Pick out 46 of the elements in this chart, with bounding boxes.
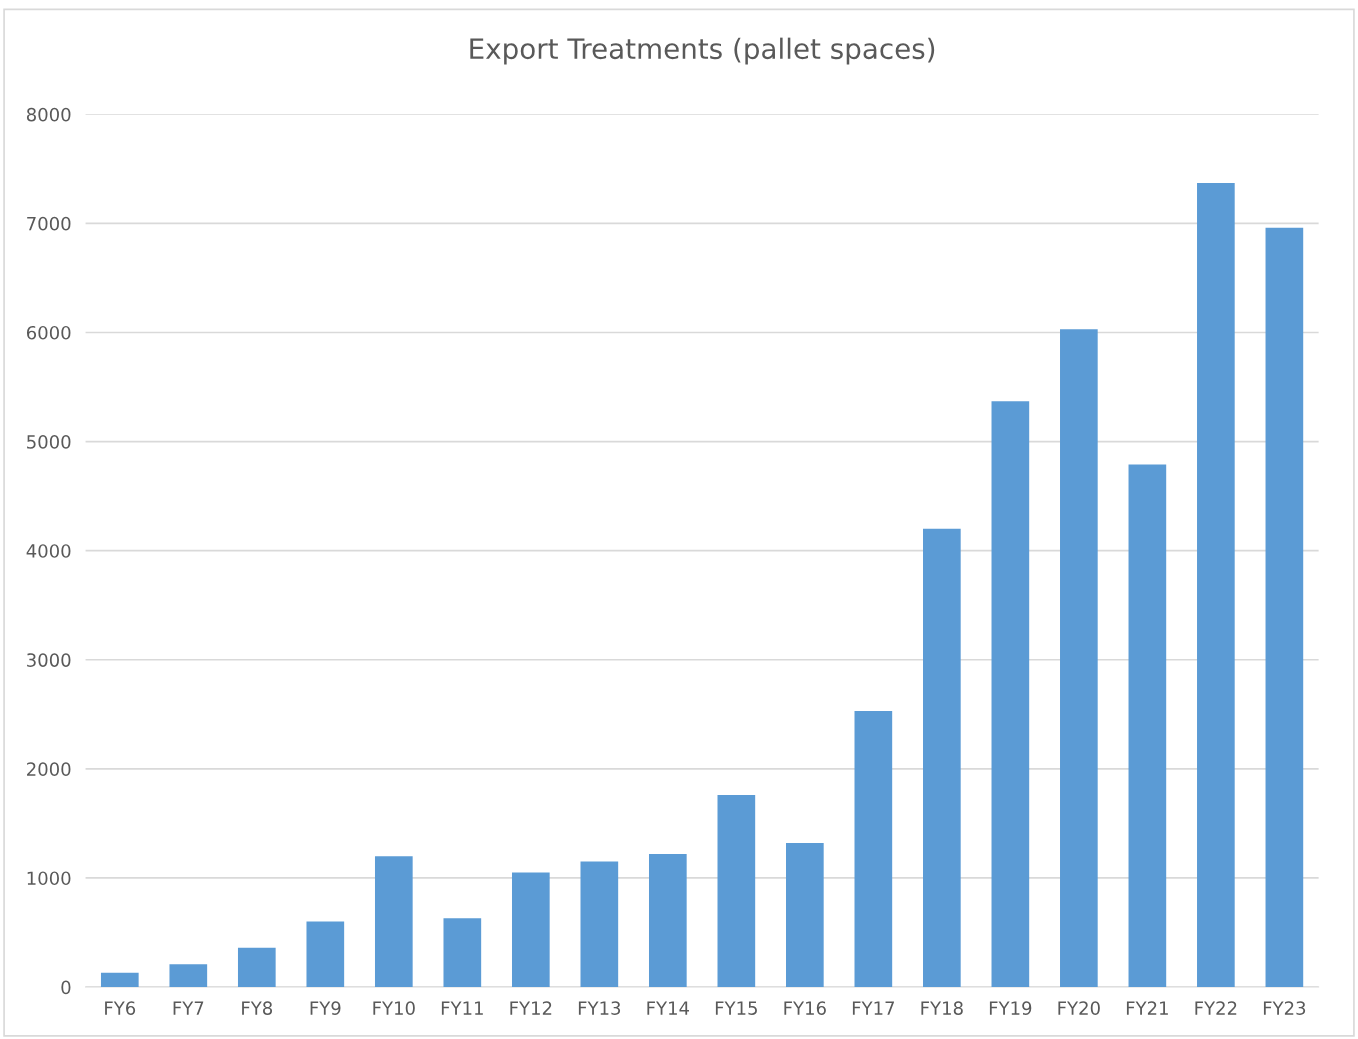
bar — [306, 921, 345, 988]
bar — [100, 972, 139, 988]
x-tick-label: FY11 — [441, 1001, 483, 1015]
x-tick-label: FY22 — [1195, 1001, 1237, 1015]
x-tick-label: FY21 — [1126, 1001, 1168, 1015]
bar — [923, 528, 961, 988]
x-tick-label: FY17 — [852, 1001, 894, 1015]
bar — [649, 853, 687, 988]
y-tick-label: 7000 — [27, 216, 71, 231]
bar — [443, 918, 482, 988]
bar — [1197, 183, 1235, 988]
bar — [237, 947, 276, 988]
x-tick-label: FY16 — [784, 1001, 826, 1015]
x-tick-label: FY9 — [310, 1001, 341, 1015]
y-tick-label: 0 — [61, 980, 71, 995]
y-tick-label: 8000 — [26, 107, 71, 122]
y-tick-label: 1000 — [27, 871, 71, 886]
bar — [991, 401, 1030, 988]
x-tick-label: FY19 — [989, 1001, 1032, 1015]
x-tick-label: FY18 — [921, 1001, 963, 1015]
y-tick-label: 5000 — [27, 435, 71, 449]
bar — [511, 872, 550, 988]
x-tick-label: FY12 — [510, 1001, 552, 1015]
bar — [374, 856, 413, 988]
bar — [1128, 464, 1167, 988]
bar — [1265, 227, 1304, 988]
bar — [1060, 329, 1098, 988]
x-tick-label: FY13 — [578, 1001, 621, 1015]
x-tick-label: FY20 — [1058, 1001, 1100, 1015]
chart-title: Export Treatments (pallet spaces) — [470, 37, 935, 65]
bar — [854, 711, 893, 988]
bar — [580, 861, 619, 988]
x-tick-label: FY10 — [373, 1001, 415, 1015]
x-tick-label: FY15 — [715, 1001, 757, 1015]
y-tick-label: 2000 — [27, 762, 71, 776]
x-tick-label: FY8 — [242, 1001, 273, 1015]
bar — [169, 964, 208, 988]
y-tick-label: 4000 — [26, 544, 71, 558]
x-tick-label: FY14 — [647, 1001, 690, 1015]
bar — [717, 795, 756, 988]
x-tick-label: FY23 — [1263, 1001, 1306, 1015]
y-tick-label: 6000 — [26, 325, 71, 340]
bar — [786, 843, 824, 988]
x-tick-label: FY6 — [105, 1001, 136, 1015]
y-tick-label: 3000 — [27, 653, 71, 667]
x-tick-label: FY7 — [173, 1001, 204, 1015]
